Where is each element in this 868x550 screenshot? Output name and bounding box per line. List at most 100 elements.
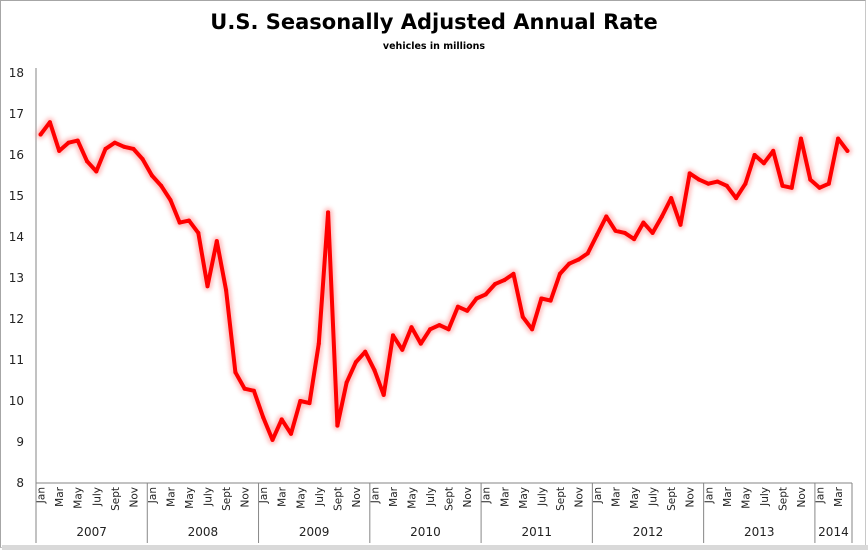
month-tick-label: July — [759, 487, 771, 507]
year-label: 2010 — [410, 525, 441, 539]
month-tick-label: Jan — [36, 487, 48, 504]
data-point — [344, 380, 349, 385]
data-point — [613, 228, 618, 233]
y-tick-label: 16 — [9, 148, 24, 162]
month-tick-label: Sept — [332, 487, 344, 511]
month-tick-label: Jan — [592, 487, 604, 504]
year-label: 2012 — [633, 525, 664, 539]
data-point — [316, 341, 321, 346]
data-point — [697, 177, 701, 182]
series-line-glow — [36, 117, 852, 445]
data-point — [641, 220, 646, 225]
data-point — [604, 214, 609, 219]
chart-subtitle: vehicles in millions — [382, 41, 486, 52]
data-point — [715, 179, 720, 184]
data-point — [75, 138, 80, 143]
data-point — [808, 177, 813, 182]
data-point — [502, 278, 507, 283]
data-point — [112, 140, 117, 145]
data-point — [576, 257, 581, 262]
month-tick-label: Sept — [777, 487, 789, 511]
month-tick-label: Mar — [388, 486, 400, 506]
data-point — [224, 288, 229, 293]
month-tick-label: Nov — [573, 487, 585, 508]
x-axis: Jan Mar May July Sept Nov 2007 Jan Mar May July Sep… — [35, 482, 853, 543]
y-axis: 8 9 10 11 12 13 14 15 16 17 18 — [9, 66, 37, 490]
month-tick-label: Nov — [796, 487, 808, 508]
y-tick-label: 18 — [9, 66, 24, 80]
y-tick-label: 8 — [16, 476, 24, 490]
data-point — [622, 230, 627, 235]
data-point — [659, 214, 664, 219]
data-point — [66, 140, 71, 145]
data-point — [465, 308, 470, 313]
data-point — [539, 296, 544, 301]
y-tick-label: 15 — [9, 189, 24, 203]
data-point — [418, 341, 423, 346]
month-tick-label: Mar — [54, 486, 66, 506]
data-point — [400, 347, 405, 352]
month-tick-label: May — [73, 487, 85, 509]
data-point — [511, 271, 516, 276]
data-point — [159, 183, 164, 188]
month-tick-label: Nov — [240, 487, 252, 508]
data-point — [780, 183, 785, 188]
month-tick-label: May — [518, 487, 530, 509]
chart-title: U.S. Seasonally Adjusted Annual Rate — [210, 10, 658, 34]
data-point — [307, 401, 312, 406]
month-tick-label: Jan — [815, 487, 827, 504]
data-point — [168, 198, 173, 203]
month-tick-label: Nov — [128, 487, 140, 508]
series-line — [38, 120, 850, 442]
data-point — [335, 423, 340, 428]
month-tick-label: May — [184, 487, 196, 509]
data-point — [771, 148, 776, 153]
data-point — [734, 196, 739, 201]
data-point — [38, 132, 43, 137]
month-tick-label: May — [740, 487, 752, 509]
month-tick-label: Jan — [481, 487, 493, 504]
data-point — [326, 210, 331, 215]
data-point — [650, 230, 655, 235]
year-label: 2009 — [299, 525, 330, 539]
month-tick-label: Sept — [221, 487, 233, 511]
month-tick-label: Sept — [666, 487, 678, 511]
data-point — [724, 183, 729, 188]
data-point — [214, 239, 219, 244]
data-point — [548, 298, 553, 303]
data-point — [567, 261, 572, 266]
data-point — [187, 218, 191, 223]
data-point — [678, 222, 683, 227]
data-point — [242, 386, 247, 391]
data-point — [706, 181, 711, 186]
month-tick-label: July — [425, 487, 437, 507]
data-point — [94, 169, 99, 174]
data-point — [789, 185, 794, 190]
month-tick-label: Jan — [703, 487, 715, 504]
data-point — [455, 304, 460, 309]
month-tick-label: July — [314, 487, 326, 507]
data-point — [177, 220, 182, 225]
data-point — [836, 136, 841, 141]
month-tick-label: Mar — [499, 486, 511, 506]
data-point — [261, 415, 266, 420]
month-tick-label: Jan — [147, 487, 159, 504]
data-point — [149, 173, 154, 178]
data-point — [493, 282, 497, 287]
month-tick-label: Mar — [165, 486, 177, 506]
y-tick-label: 9 — [16, 435, 24, 449]
month-tick-label: Mar — [722, 486, 734, 506]
data-point — [122, 144, 127, 149]
frame-shadow — [2, 545, 868, 550]
series-saar — [36, 117, 852, 445]
data-point — [47, 120, 52, 125]
data-point — [140, 157, 145, 162]
data-point — [437, 323, 442, 328]
data-point — [752, 153, 757, 157]
month-tick-label: July — [536, 487, 548, 507]
data-point — [585, 251, 590, 256]
data-point — [557, 271, 562, 276]
data-point — [85, 159, 89, 164]
